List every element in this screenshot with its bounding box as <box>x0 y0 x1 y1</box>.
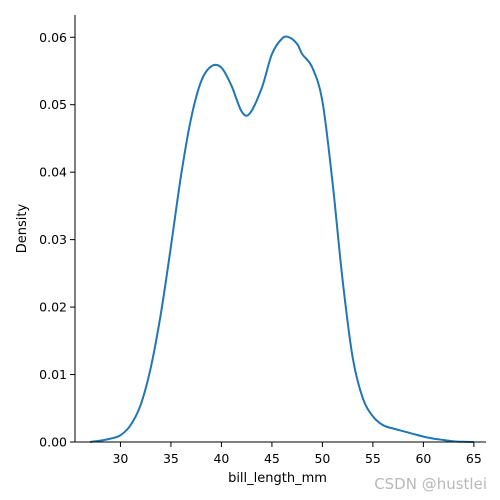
y-tick-label: 0.01 <box>39 367 67 382</box>
y-tick-label: 0.06 <box>39 30 67 45</box>
x-tick-label: 35 <box>163 451 179 466</box>
y-tick-label: 0.04 <box>39 165 67 180</box>
y-tick-label: 0.05 <box>39 97 67 112</box>
y-tick-label: 0.00 <box>39 435 67 450</box>
x-tick-label: 30 <box>112 451 128 466</box>
x-tick-label: 65 <box>466 451 482 466</box>
x-axis-label: bill_length_mm <box>228 471 327 486</box>
density-curve <box>90 35 474 443</box>
y-tick-label: 0.02 <box>39 300 67 315</box>
y-axis-ticks: 0.00 0.01 0.02 0.03 0.04 0.05 0.06 <box>39 30 75 450</box>
y-axis-label: Density <box>15 203 30 253</box>
x-tick-label: 55 <box>365 451 381 466</box>
x-axis-ticks: 30 35 40 45 50 55 60 65 <box>112 442 482 466</box>
x-tick-label: 50 <box>314 451 330 466</box>
watermark: CSDN @hustlei <box>374 475 487 493</box>
y-tick-label: 0.03 <box>39 232 67 247</box>
x-tick-label: 40 <box>213 451 229 466</box>
x-tick-label: 45 <box>264 451 280 466</box>
x-tick-label: 60 <box>415 451 431 466</box>
